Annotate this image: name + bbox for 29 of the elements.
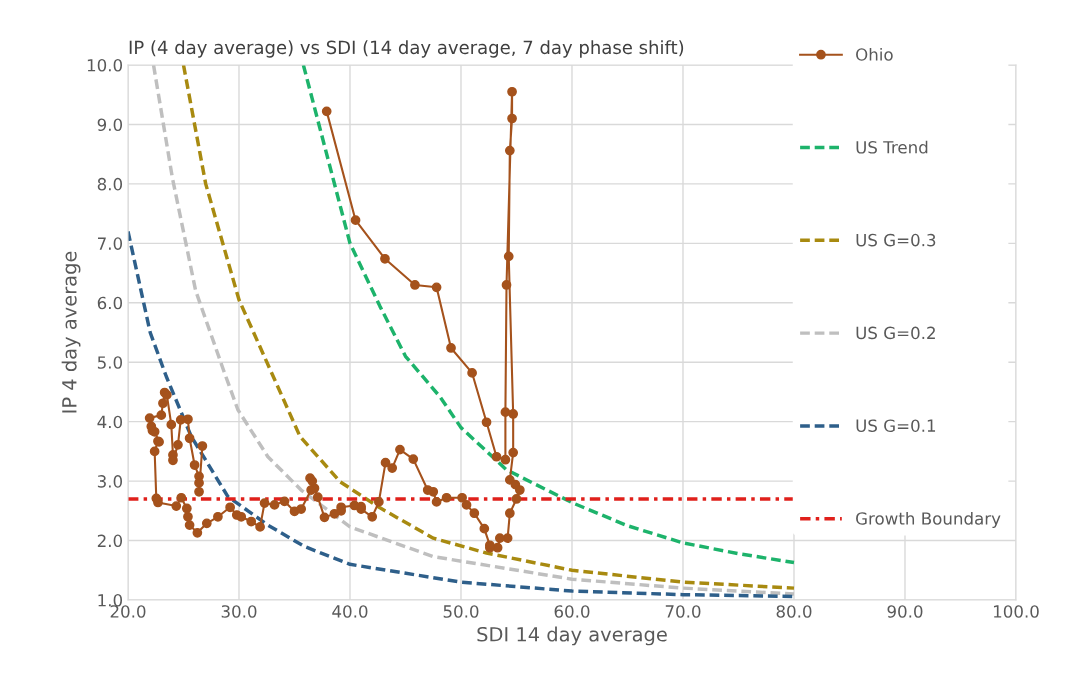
x-tick-label: 60.0: [554, 605, 590, 618]
legend-label: Growth Boundary: [856, 511, 1001, 529]
legend-label: US Trend: [856, 140, 928, 154]
x-tick-label: 50.0: [443, 605, 479, 618]
x-tick-label: 40.0: [332, 605, 368, 618]
legend-label: US G=0.1: [856, 419, 936, 432]
y-tick-label: 10.0: [87, 58, 123, 72]
y-tick-label: 3.0: [97, 475, 123, 488]
y-tick-label: 4.0: [97, 415, 123, 429]
legend-label: US G=0.3: [856, 233, 936, 247]
chart-title: IP (4 day average) vs SDI (14 day average, 7 day phase shift): [129, 40, 684, 58]
y-tick-label: 5.0: [97, 356, 123, 369]
x-tick-label: 30.0: [221, 605, 257, 618]
x-tick-label: 20.0: [110, 605, 146, 618]
y-axis-title: IP 4 day average: [61, 251, 81, 413]
x-tick-label: 80.0: [776, 605, 812, 618]
x-tick-label: 70.0: [665, 605, 701, 618]
y-tick-label: 6.0: [97, 296, 123, 310]
x-axis-title: SDI 14 day average: [477, 626, 667, 646]
y-tick-label: 8.0: [97, 177, 123, 191]
x-tick-label: 90.0: [887, 605, 923, 618]
legend-label: US G=0.2: [856, 326, 935, 340]
line-series: [301, 65, 796, 565]
y-tick-label: 1.0: [98, 593, 123, 607]
legend-label: Ohio: [856, 47, 893, 61]
x-tick-label: 100.0: [993, 605, 1039, 618]
y-tick-label: 2.0: [97, 534, 123, 548]
y-tick-label: 7.0: [98, 237, 123, 250]
y-tick-label: 9.0: [97, 118, 123, 132]
